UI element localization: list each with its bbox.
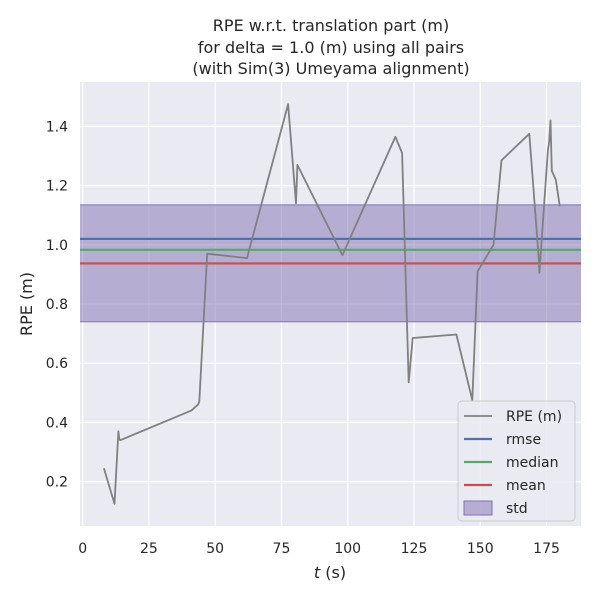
title-line-3: (with Sim(3) Umeyama alignment) [192,59,469,78]
x-tick-label-3: 75 [273,541,291,557]
title-line-1: RPE w.r.t. translation part (m) [213,16,449,35]
y-tick-label-1: 0.4 [46,415,68,431]
x-tick-label-5: 125 [401,541,428,557]
x-tick-label-2: 50 [206,541,224,557]
x-tick-labels: 0 25 50 75 100 125 150 175 [78,541,560,557]
title-line-2: for delta = 1.0 (m) using all pairs [198,38,464,57]
legend-label-rpe-m-: RPE (m) [506,409,562,425]
y-tick-label-2: 0.6 [46,356,68,372]
x-axis-label: t (s) [314,563,346,582]
series-line-0 [103,103,561,505]
y-tick-label-6: 1.4 [46,119,68,135]
legend-label-std: std [506,501,528,517]
y-tick-label-3: 0.8 [46,297,68,313]
legend-swatch-std [463,500,493,516]
series-lines [103,103,561,505]
legend-label-median: median [506,455,558,471]
x-tick-label-0: 0 [78,541,87,557]
x-tick-label-1: 25 [140,541,158,557]
y-tick-label-0: 0.2 [46,475,68,491]
stat-lines [80,237,581,265]
y-axis-label: RPE (m) [17,272,36,336]
x-tick-label-6: 150 [467,541,494,557]
y-tick-labels: 0.2 0.4 0.6 0.8 1.0 1.2 1.4 [46,119,68,490]
x-axis-label-unit: (s) [320,563,346,582]
x-tick-label-4: 100 [334,541,361,557]
y-tick-label-5: 1.2 [46,179,68,195]
legend-label-rmse: rmse [506,432,541,448]
x-axis-label-var: t [314,563,321,582]
y-tick-label-4: 1.0 [46,238,68,254]
chart-title: RPE w.r.t. translation part (m) for delt… [192,16,469,78]
x-tick-label-7: 175 [533,541,560,557]
legend-box [457,400,576,522]
legend: RPE (m) rmse median mean std [457,400,576,522]
legend-label-mean: mean [506,478,546,494]
